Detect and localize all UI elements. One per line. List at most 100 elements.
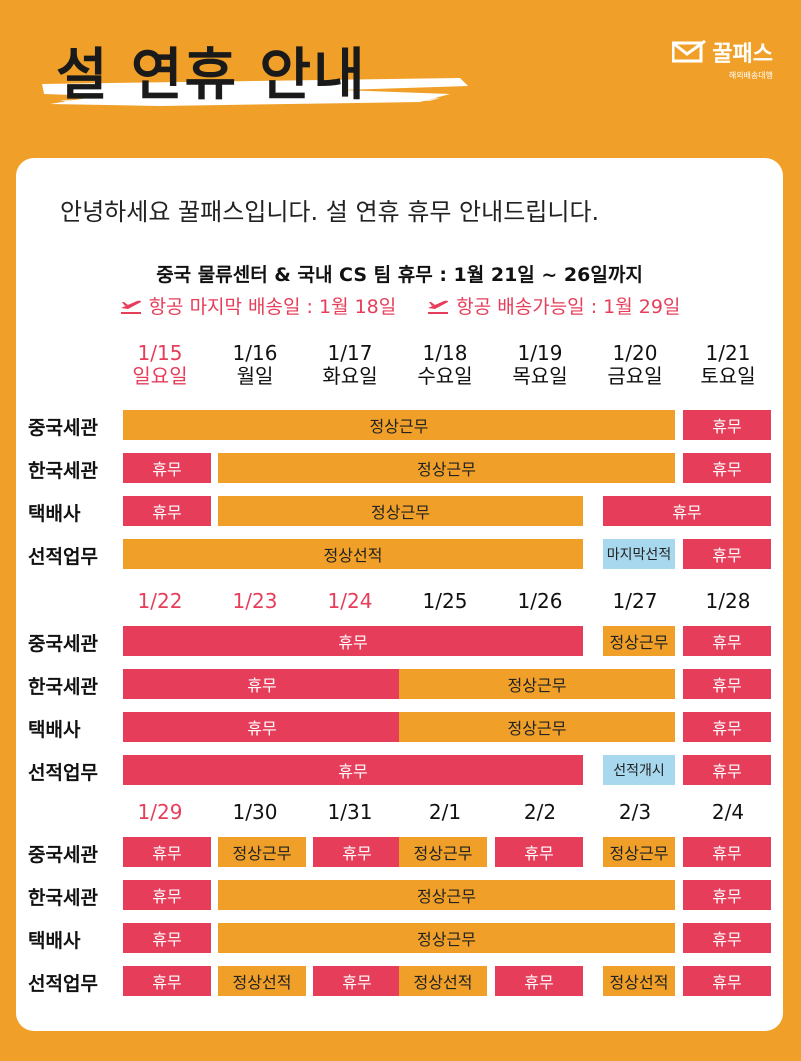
row-label-1: 한국세관 [28, 676, 98, 698]
holiday-bar: 휴무 [603, 496, 771, 526]
holiday-bar: 휴무 [683, 410, 771, 440]
date-header: 2/4 [683, 801, 773, 824]
date-label: 2/4 [711, 800, 745, 824]
paper-plane-envelope-icon [672, 40, 707, 63]
date-header: 1/23 [210, 590, 300, 613]
date-header: 1/16 월일 [210, 342, 300, 388]
work-bar: 정상선적 [218, 966, 306, 996]
holiday-bar: 휴무 [495, 837, 583, 867]
page-title: 설 연휴 안내 [56, 43, 367, 108]
date-label: 2/2 [523, 800, 557, 824]
holiday-bar: 휴무 [683, 966, 771, 996]
work-bar: 정상근무 [218, 880, 675, 910]
date-label: 1/21 [705, 341, 751, 365]
row-label-3: 선적업무 [28, 973, 98, 995]
work-bar: 정상근무 [399, 837, 487, 867]
weekday-label: 수요일 [417, 364, 473, 388]
row-label-2: 택배사 [28, 719, 81, 741]
holiday-bar: 휴무 [313, 966, 401, 996]
row-label-3: 선적업무 [28, 546, 98, 568]
date-header: 1/27 [590, 590, 680, 613]
brush-stroke [42, 78, 468, 106]
work-bar: 정상근무 [123, 410, 675, 440]
holiday-bar: 휴무 [683, 923, 771, 953]
date-label: 1/23 [232, 589, 278, 613]
work-bar: 정상근무 [399, 712, 675, 742]
date-label: 1/24 [327, 589, 373, 613]
work-bar: 정상근무 [218, 453, 675, 483]
row-label-0: 중국세관 [28, 844, 98, 866]
logo: 꿀패스 해외배송대행 [672, 36, 773, 81]
flight-available-text: 항공 배송가능일 : 1월 29일 [456, 296, 681, 318]
row-label-3: 선적업무 [28, 762, 98, 784]
row-label-1: 한국세관 [28, 460, 98, 482]
schedule-card: 안녕하세요 꿀패스입니다. 설 연휴 휴무 안내드립니다. 중국 물류센터 & … [16, 158, 783, 1031]
date-header: 1/15 일요일 [115, 342, 205, 388]
holiday-bar: 휴무 [683, 669, 771, 699]
shipping-status-bar: 마지막선적 [603, 539, 675, 569]
logo-subtitle: 해외배송대행 [728, 71, 773, 80]
date-label: 1/25 [422, 589, 468, 613]
holiday-bar: 휴무 [123, 755, 583, 785]
work-bar: 정상근무 [399, 669, 675, 699]
work-bar: 정상근무 [218, 837, 306, 867]
holiday-bar: 휴무 [683, 539, 771, 569]
holiday-bar: 휴무 [495, 966, 583, 996]
row-label-0: 중국세관 [28, 633, 98, 655]
date-label: 1/15 [137, 341, 183, 365]
holiday-bar: 휴무 [683, 837, 771, 867]
work-bar: 정상근무 [218, 496, 583, 526]
weekday-label: 화요일 [322, 364, 378, 388]
date-header: 1/19 목요일 [495, 342, 585, 388]
date-label: 1/17 [327, 341, 373, 365]
date-label: 1/16 [232, 341, 278, 365]
holiday-bar: 휴무 [683, 453, 771, 483]
flight-last-text: 항공 마지막 배송일 : 1월 18일 [148, 296, 397, 318]
date-header: 1/21 토요일 [683, 342, 773, 388]
date-header: 1/17 화요일 [305, 342, 395, 388]
date-label: 1/31 [327, 800, 373, 824]
date-header: 1/18 수요일 [400, 342, 490, 388]
holiday-bar: 휴무 [313, 837, 401, 867]
date-header: 1/29 [115, 801, 205, 824]
date-header: 2/1 [400, 801, 490, 824]
greeting-text: 안녕하세요 꿀패스입니다. 설 연휴 휴무 안내드립니다. [60, 198, 600, 226]
row-label-2: 택배사 [28, 503, 81, 525]
holiday-bar: 휴무 [123, 837, 211, 867]
holiday-bar: 휴무 [123, 453, 211, 483]
date-header: 1/30 [210, 801, 300, 824]
date-header: 1/22 [115, 590, 205, 613]
weekday-label: 금요일 [607, 364, 663, 388]
flight-info: 항공 마지막 배송일 : 1월 18일 항공 배송가능일 : 1월 29일 [16, 292, 783, 319]
row-label-2: 택배사 [28, 930, 81, 952]
work-bar: 정상근무 [603, 626, 675, 656]
date-label: 1/20 [612, 341, 658, 365]
date-header: 1/31 [305, 801, 395, 824]
holiday-bar: 휴무 [123, 923, 211, 953]
holiday-bar: 휴무 [683, 712, 771, 742]
date-header: 2/2 [495, 801, 585, 824]
flight-available: 항공 배송가능일 : 1월 29일 [426, 292, 680, 319]
row-label-1: 한국세관 [28, 887, 98, 909]
weekday-label: 토요일 [700, 364, 756, 388]
date-header: 2/3 [590, 801, 680, 824]
date-label: 1/22 [137, 589, 183, 613]
holiday-bar: 휴무 [123, 880, 211, 910]
weekday-label: 목요일 [512, 364, 568, 388]
date-header: 1/24 [305, 590, 395, 613]
date-label: 1/28 [705, 589, 751, 613]
holiday-bar: 휴무 [123, 669, 401, 699]
holiday-bar: 휴무 [123, 712, 401, 742]
airplane-takeoff-icon [428, 300, 449, 314]
row-label-0: 중국세관 [28, 417, 98, 439]
airplane-takeoff-icon [120, 300, 141, 314]
date-header: 1/28 [683, 590, 773, 613]
weekday-label: 일요일 [132, 364, 188, 388]
date-label: 1/18 [422, 341, 468, 365]
holiday-bar: 휴무 [683, 880, 771, 910]
date-header: 1/25 [400, 590, 490, 613]
date-label: 1/27 [612, 589, 658, 613]
holiday-bar: 휴무 [683, 626, 771, 656]
work-bar: 정상근무 [218, 923, 675, 953]
date-header: 1/26 [495, 590, 585, 613]
